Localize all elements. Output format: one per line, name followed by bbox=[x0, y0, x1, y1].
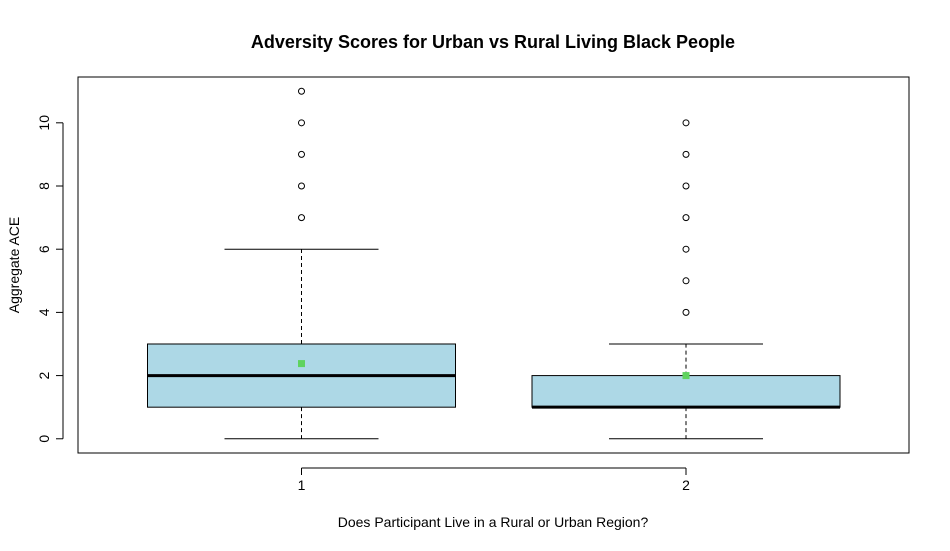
y-tick-label: 8 bbox=[36, 182, 52, 190]
boxes-group bbox=[148, 88, 841, 439]
y-axis: 0 2 4 6 8 10 bbox=[36, 115, 63, 443]
y-tick-label: 2 bbox=[36, 371, 52, 379]
y-tick-label: 10 bbox=[36, 115, 52, 131]
chart-title: Adversity Scores for Urban vs Rural Livi… bbox=[251, 32, 735, 52]
outlier-point bbox=[299, 88, 305, 94]
outlier-point bbox=[683, 183, 689, 189]
outlier-point bbox=[683, 309, 689, 315]
outlier-point bbox=[683, 215, 689, 221]
mean-marker bbox=[298, 360, 305, 367]
x-axis-label: Does Participant Live in a Rural or Urba… bbox=[338, 514, 649, 530]
outlier-point bbox=[299, 120, 305, 126]
outlier-point bbox=[683, 246, 689, 252]
y-tick-label: 4 bbox=[36, 308, 52, 316]
iqr-box bbox=[532, 376, 840, 408]
box-1 bbox=[148, 88, 456, 439]
outlier-point bbox=[683, 151, 689, 157]
y-tick-label: 6 bbox=[36, 245, 52, 253]
y-axis-label: Aggregate ACE bbox=[6, 217, 22, 314]
y-tick-label: 0 bbox=[36, 435, 52, 443]
box-2 bbox=[532, 120, 840, 439]
outlier-point bbox=[683, 278, 689, 284]
outlier-point bbox=[299, 151, 305, 157]
outlier-point bbox=[299, 215, 305, 221]
x-tick-label: 1 bbox=[298, 477, 306, 493]
outlier-point bbox=[299, 183, 305, 189]
mean-marker bbox=[683, 372, 690, 379]
outlier-point bbox=[683, 120, 689, 126]
x-tick-label: 2 bbox=[682, 477, 690, 493]
